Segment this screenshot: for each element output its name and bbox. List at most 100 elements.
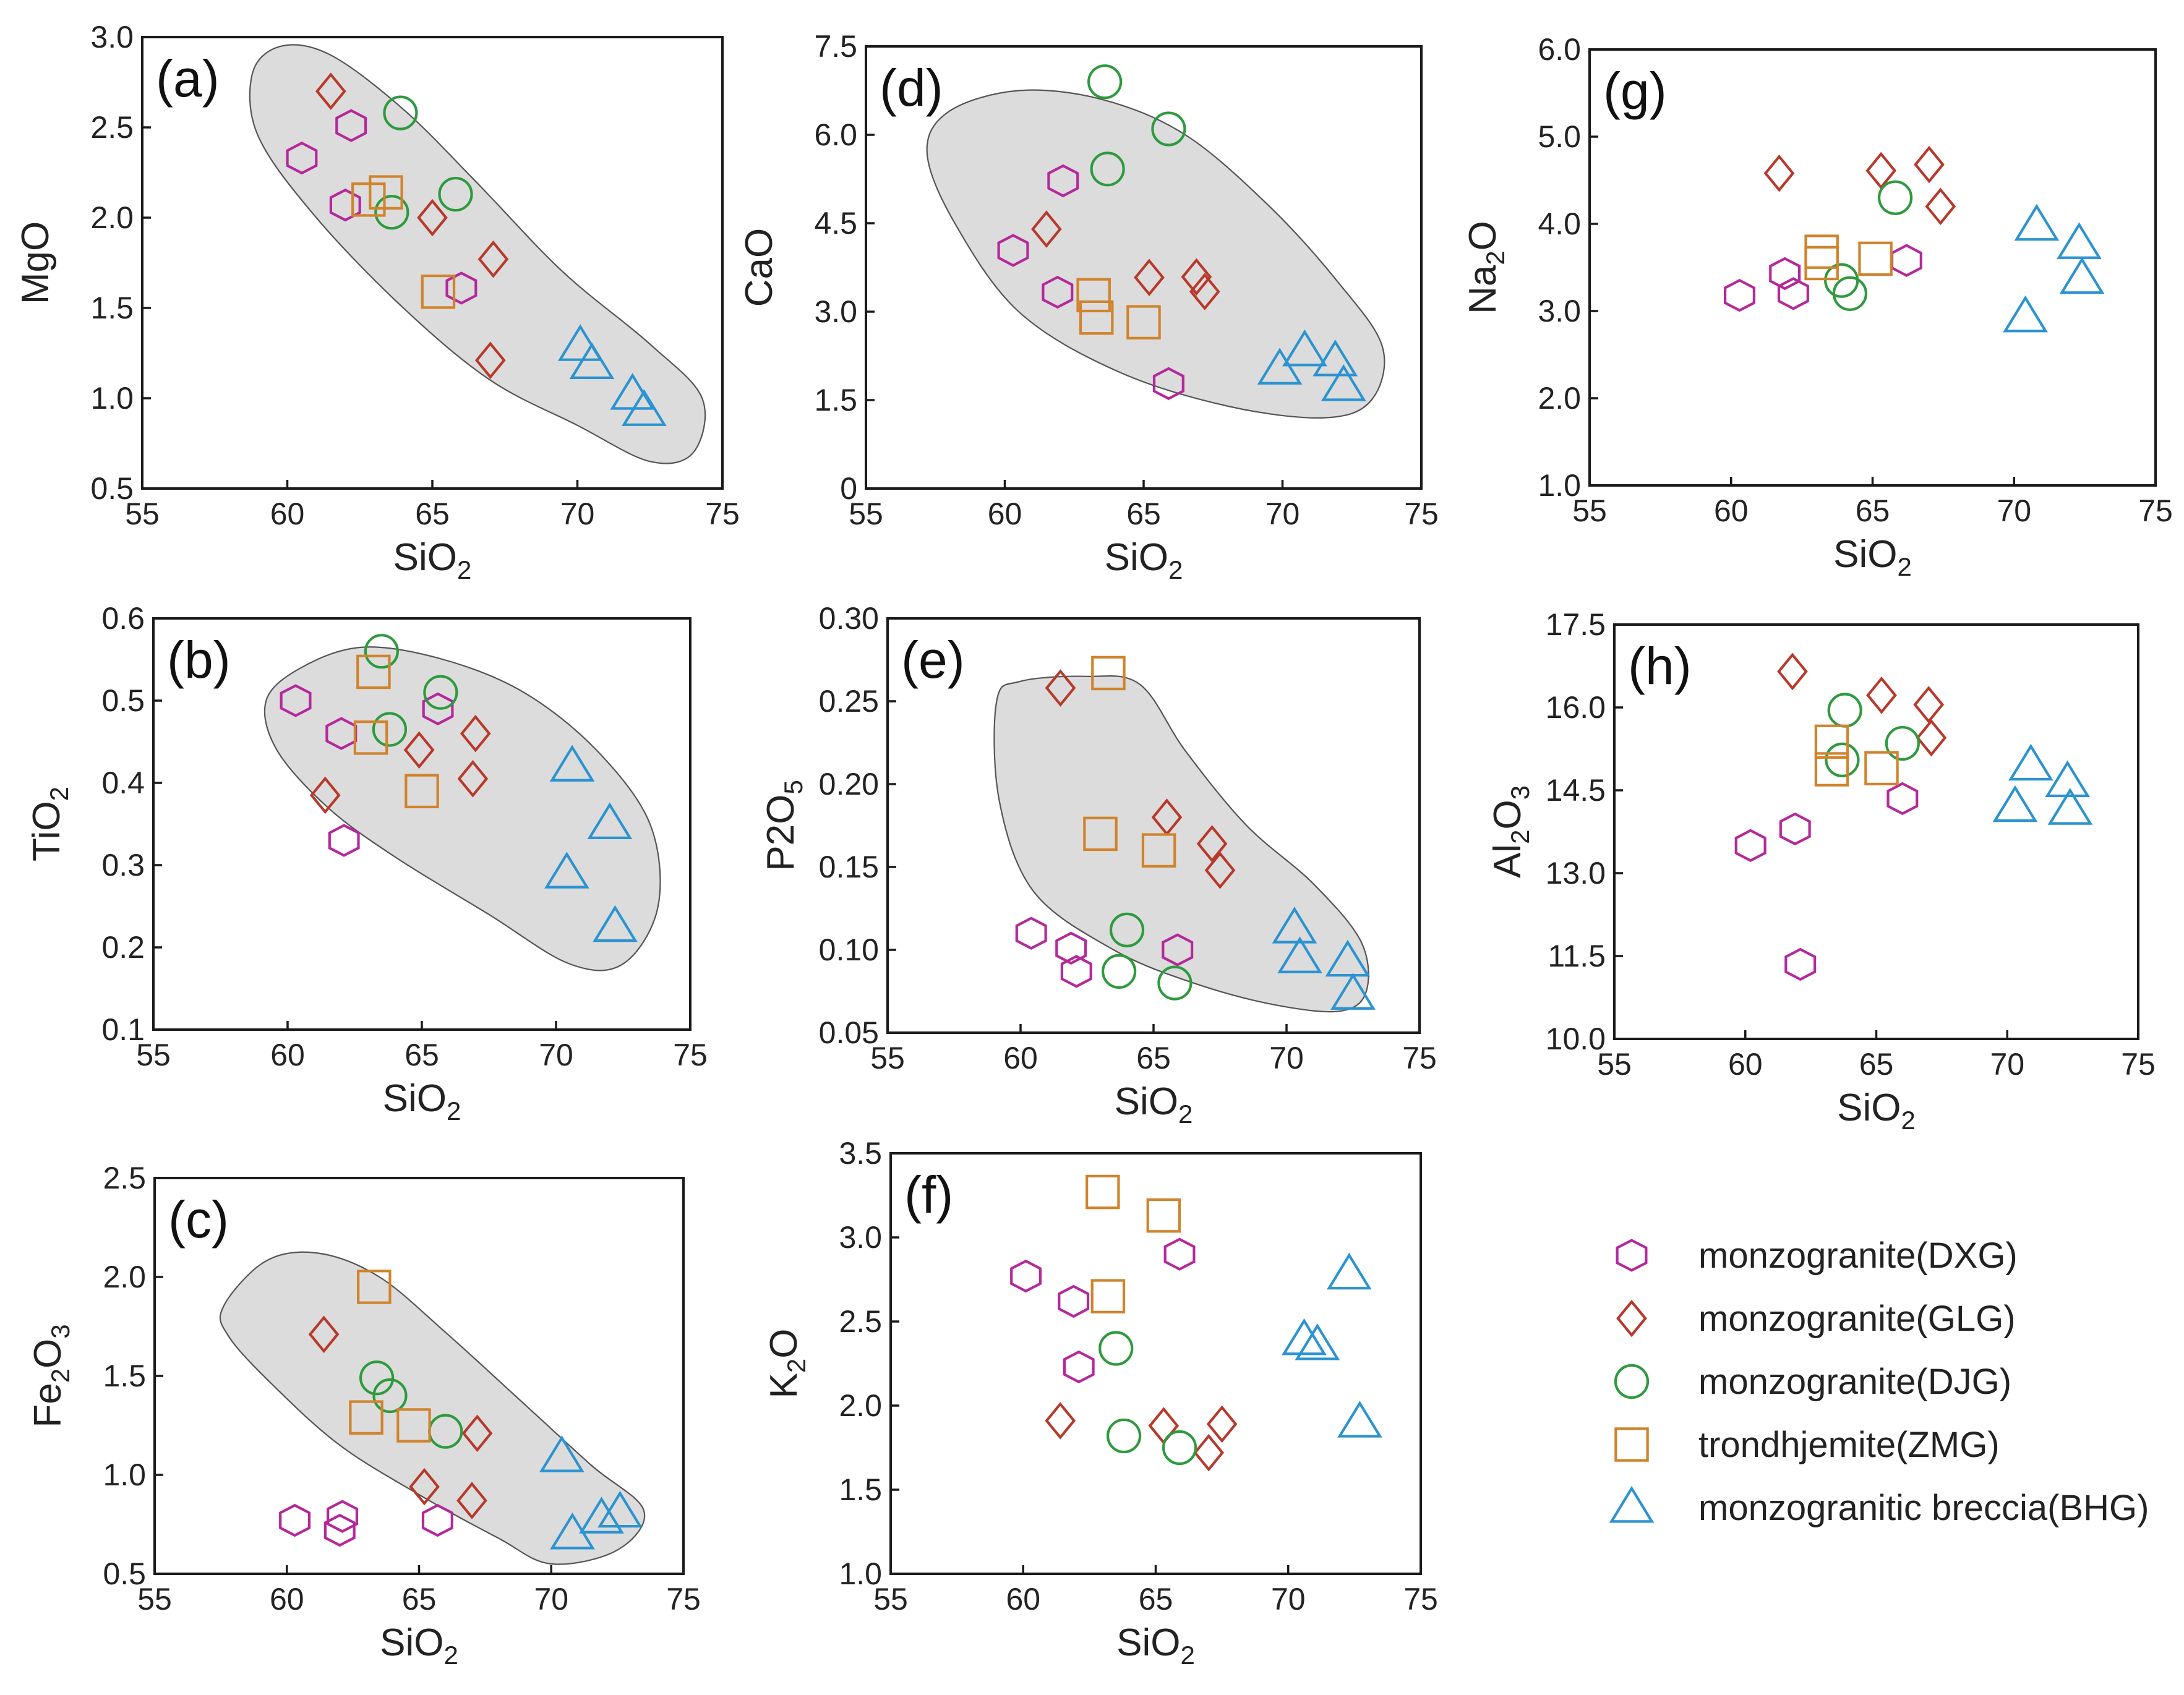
- y-tick-label-f-1: 1.5: [839, 1472, 882, 1507]
- series-e-DXG: [1015, 916, 1194, 988]
- point-c-ZMG-0: [357, 1270, 392, 1304]
- series-f-ZMG: [1086, 1174, 1181, 1313]
- series-e-ZMG: [1083, 655, 1176, 868]
- y-tick-label-e-0: 0.05: [819, 1015, 879, 1050]
- x-tick-label-g-0: 55: [1572, 493, 1607, 528]
- point-g-BHG-2: [2059, 257, 2105, 294]
- point-h-BHG-0: [2008, 743, 2053, 781]
- point-b-ZMG-1: [353, 720, 388, 755]
- point-f-DXG-3: [1163, 1237, 1196, 1271]
- point-f-GLG-3: [1193, 1433, 1225, 1472]
- point-f-BHG-0: [1326, 1252, 1372, 1290]
- series-d-BHG: [1257, 329, 1366, 401]
- x-tick-label-d-1: 60: [988, 497, 1022, 531]
- series-d-GLG: [1030, 210, 1220, 310]
- panel-b: 55 60 65 70 75 0.1 0.2 0.3 0.4 0.5 0.6 SiO2 TiO2 (b): [25, 601, 708, 1125]
- point-b-BHG-0: [549, 745, 595, 782]
- series-h-BHG: [1992, 743, 2093, 825]
- y-tick-label-f-3: 2.5: [839, 1304, 882, 1339]
- point-a-GLG-1: [417, 199, 448, 237]
- point-f-DXG-0: [1010, 1259, 1042, 1293]
- point-e-GLG-0: [1045, 669, 1076, 707]
- series-h-ZMG: [1814, 724, 1899, 787]
- x-axis-label-a: SiO2: [393, 536, 472, 584]
- point-a-ZMG-1: [369, 175, 403, 210]
- panel-a: 55 60 65 70 75 0.5 1.0 1.5 2.0 2.5 3.0 SiO2 MgO (a): [14, 20, 740, 584]
- point-a-DJG-1: [438, 176, 473, 212]
- y-tick-label-e-1: 0.10: [819, 933, 879, 967]
- point-d-DJG-1: [1151, 111, 1186, 147]
- point-g-DXG-1: [1769, 257, 1801, 291]
- point-d-BHG-1: [1282, 329, 1327, 367]
- point-e-DJG-2: [1157, 965, 1193, 1001]
- point-a-DJG-0: [383, 95, 418, 130]
- y-tick-label-f-2: 2.0: [839, 1388, 882, 1423]
- point-e-DXG-1: [1055, 931, 1087, 965]
- y-axis-label-d: CaO: [738, 228, 781, 307]
- point-g-DJG-2: [1832, 276, 1867, 311]
- legend: monzogranite(DXG) monzogranite(GLG) monzog…: [1609, 1236, 2149, 1528]
- x-tick-label-e-1: 60: [1003, 1041, 1038, 1075]
- point-e-GLG-3: [1204, 852, 1236, 889]
- y-axis-label-c: Fe2O3: [27, 1324, 75, 1427]
- point-g-GLG-0: [1763, 154, 1795, 192]
- point-c-DXG-3: [421, 1503, 453, 1537]
- y-tick-label-c-3: 2.0: [103, 1260, 146, 1294]
- panel-label-b: (b): [167, 631, 231, 689]
- point-e-DXG-2: [1060, 955, 1092, 988]
- series-g-DJG: [1824, 180, 1913, 311]
- point-e-DJG-1: [1101, 954, 1137, 989]
- series-a-DJG: [374, 95, 473, 230]
- legend-label-DXG: monzogranite(DXG): [1698, 1236, 2018, 1276]
- series-c-DXG: [279, 1500, 453, 1547]
- series-b-ZMG: [353, 654, 439, 809]
- point-h-GLG-3: [1916, 719, 1947, 757]
- point-d-ZMG-2: [1126, 305, 1161, 339]
- point-c-ZMG-2: [396, 1408, 431, 1443]
- x-tick-label-c-0: 55: [137, 1582, 172, 1616]
- point-f-BHG-2: [1295, 1323, 1340, 1360]
- x-tick-label-g-1: 60: [1714, 493, 1749, 528]
- x-tick-label-b-1: 60: [270, 1038, 305, 1072]
- panel-label-g: (g): [1603, 62, 1667, 120]
- x-tick-label-h-1: 60: [1728, 1047, 1763, 1082]
- point-b-DJG-1: [423, 675, 458, 710]
- point-g-GLG-3: [1925, 187, 1956, 226]
- point-b-DJG-2: [372, 712, 408, 747]
- point-h-GLG-2: [1913, 686, 1945, 724]
- point-g-DXG-2: [1777, 277, 1809, 310]
- point-f-DJG-1: [1106, 1418, 1142, 1454]
- point-a-BHG-0: [557, 324, 603, 361]
- point-h-GLG-1: [1866, 677, 1897, 714]
- x-tick-label-d-2: 65: [1126, 497, 1161, 531]
- point-c-DXG-0: [279, 1503, 311, 1537]
- point-c-GLG-1: [409, 1467, 440, 1506]
- legend-label-DJG: monzogranite(DJG): [1698, 1362, 2011, 1402]
- x-tick-label-a-4: 75: [705, 497, 740, 531]
- point-c-GLG-3: [461, 1414, 493, 1453]
- series-c-ZMG: [349, 1270, 431, 1443]
- legend-marker-DXG: [1616, 1239, 1648, 1272]
- y-tick-label-c-0: 0.5: [103, 1556, 146, 1591]
- point-a-BHG-3: [622, 389, 667, 426]
- y-tick-label-b-5: 0.6: [101, 601, 145, 636]
- point-e-GLG-2: [1196, 825, 1228, 863]
- series-f-DXG: [1010, 1237, 1196, 1384]
- y-axis-label-f: K2O: [763, 1329, 811, 1399]
- point-h-BHG-3: [1992, 785, 2038, 822]
- series-a-ZMG: [351, 175, 456, 309]
- point-b-ZMG-2: [405, 774, 439, 809]
- point-b-GLG-0: [309, 776, 341, 814]
- y-tick-label-e-3: 0.20: [819, 767, 879, 801]
- point-g-BHG-3: [2003, 295, 2048, 333]
- y-tick-label-g-0: 1.0: [1538, 468, 1581, 503]
- point-e-BHG-3: [1330, 973, 1376, 1010]
- point-b-ZMG-0: [356, 654, 391, 690]
- point-g-DJG-0: [1878, 180, 1913, 215]
- point-d-DXG-3: [1152, 367, 1184, 400]
- y-tick-label-h-4: 16.0: [1546, 690, 1606, 725]
- series-c-BHG: [539, 1435, 643, 1550]
- y-tick-label-f-5: 3.5: [839, 1136, 882, 1171]
- x-tick-label-d-3: 70: [1265, 497, 1300, 531]
